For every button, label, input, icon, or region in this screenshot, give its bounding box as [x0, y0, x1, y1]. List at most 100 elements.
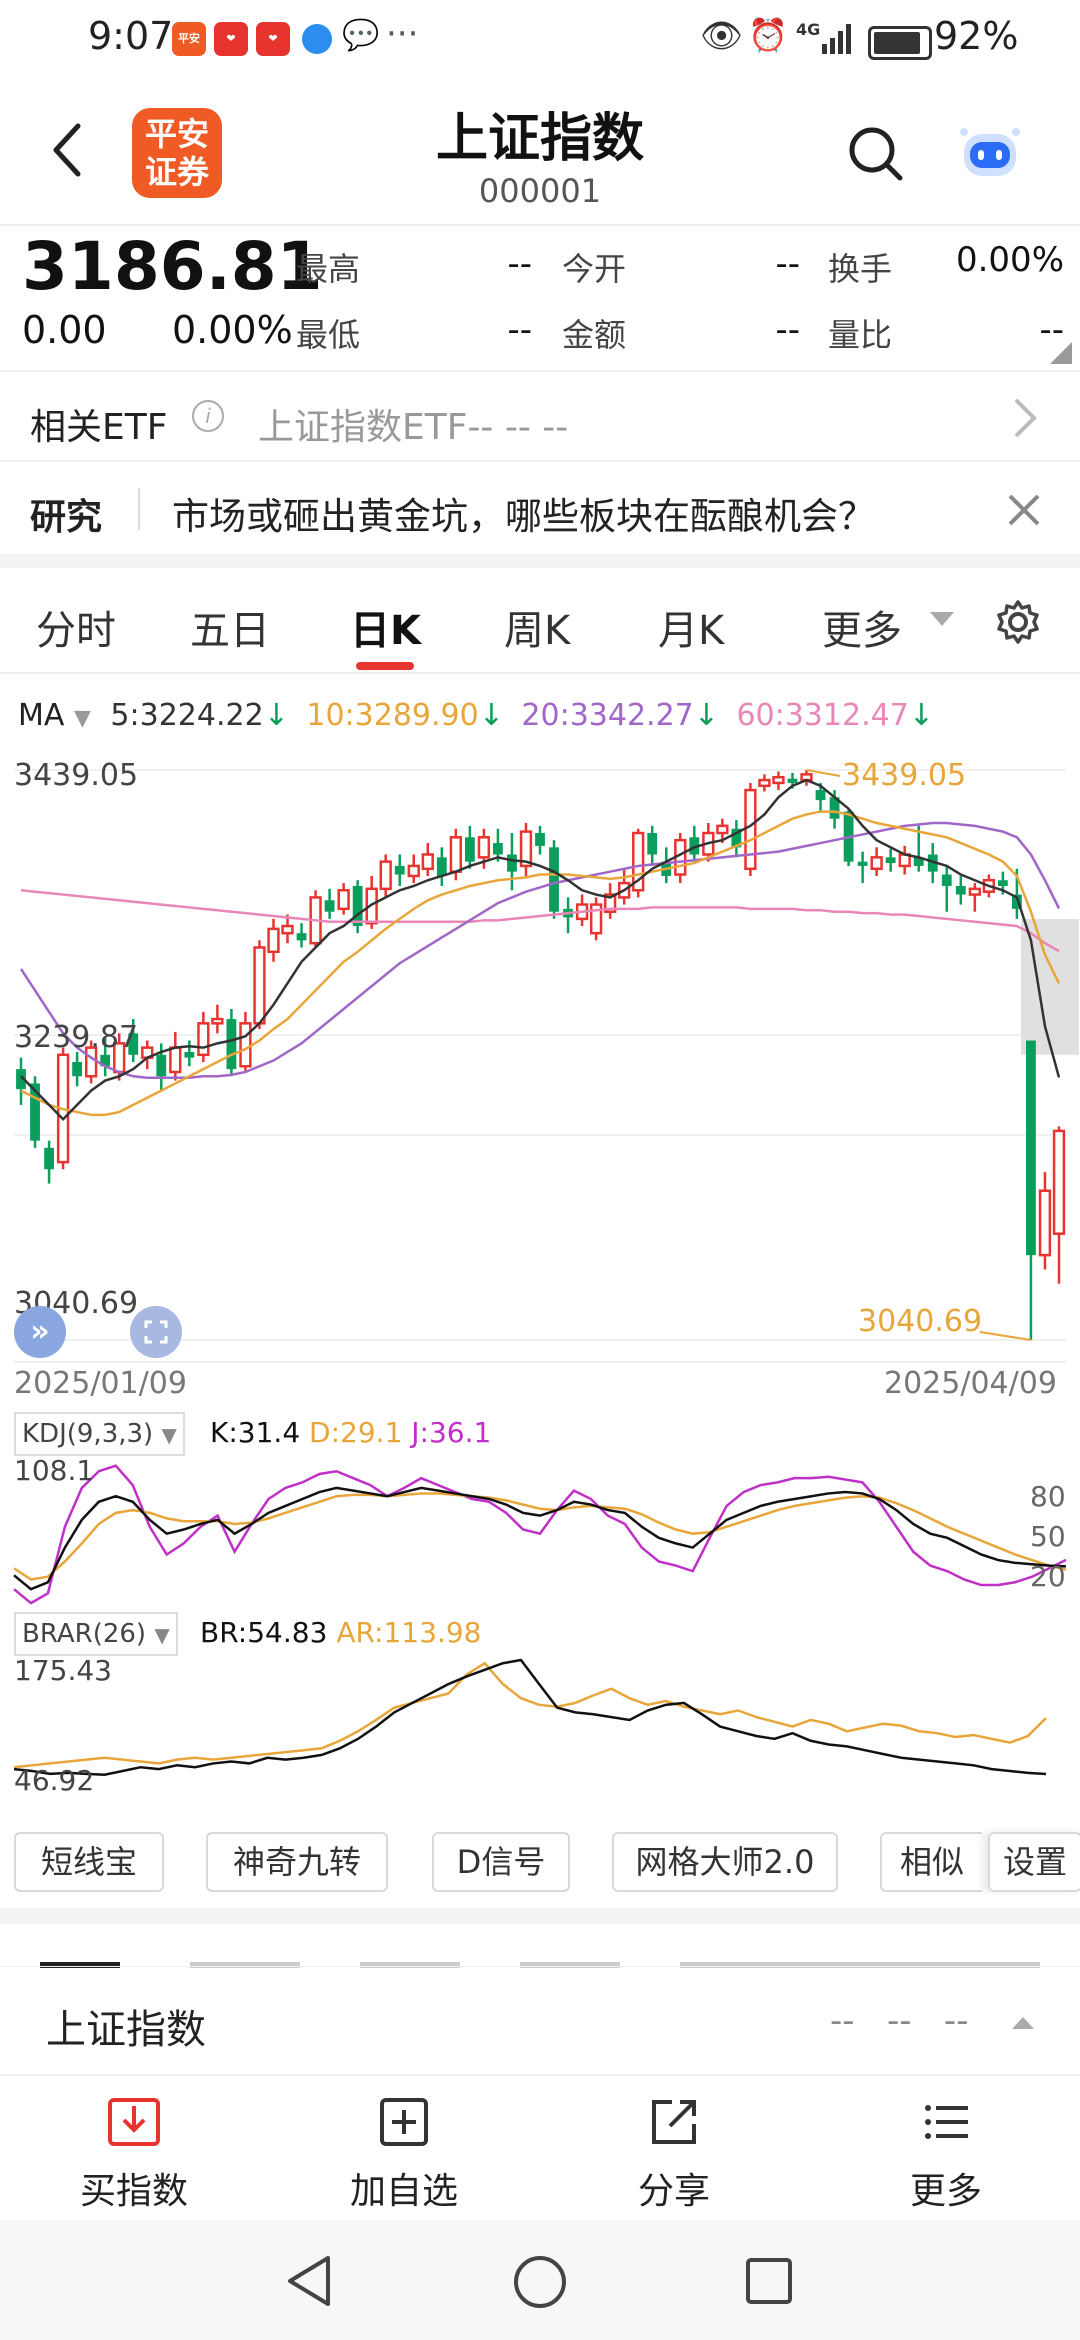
etf-value: 上证指数ETF-- -- -- [258, 407, 569, 448]
y-label-mid: 3239.87 [14, 1020, 139, 1055]
actions-divider [0, 2074, 1080, 2076]
settings-button[interactable]: 设置 [988, 1832, 1080, 1892]
kdj-k-line [13, 1486, 1067, 1591]
plus-box-icon [380, 2098, 428, 2146]
quote-label-high: 最高 [296, 250, 361, 288]
quote-value-amount: -- [775, 310, 800, 350]
tool-grid-master[interactable]: 网格大师2.0 [612, 1832, 838, 1892]
buy-index-button[interactable]: 买指数 [34, 2094, 234, 2214]
candle [281, 924, 294, 935]
eye-icon: 👁 [700, 16, 744, 56]
close-icon[interactable] [1006, 492, 1042, 528]
kdj-level-50: 50 [1030, 1520, 1066, 1553]
kdj-max: 108.1 [14, 1454, 95, 1487]
related-etf-row[interactable]: 相关ETF i 上证指数ETF-- -- -- [0, 372, 1080, 462]
candle [857, 861, 868, 866]
candle [211, 1017, 224, 1025]
wechat-icon: 💬 [342, 18, 380, 53]
candle [603, 893, 617, 913]
search-icon[interactable] [846, 124, 906, 184]
tool-magic-nine[interactable]: 神奇九转 [206, 1832, 388, 1892]
brar-indicator-select[interactable]: BRAR(26) ▼ [14, 1612, 178, 1656]
ma5-value: 5:3224.22 [110, 698, 264, 733]
research-headline[interactable]: 市场或砸出黄金坑，哪些板块在酝酿机会？ [172, 495, 875, 538]
fullscreen-icon[interactable] [130, 1306, 182, 1358]
down-arrow-icon: ↓ [908, 698, 934, 733]
candle [1052, 1129, 1066, 1235]
candle [716, 824, 729, 835]
candle [128, 1033, 139, 1055]
share-label: 分享 [637, 2171, 710, 2212]
tab-intraday[interactable]: 分时 [36, 608, 116, 654]
down-arrow-icon: ↓ [693, 698, 719, 733]
kdj-level-80: 80 [1030, 1480, 1066, 1513]
kdj-j: J:36.1 [411, 1416, 492, 1449]
summary-title: 上证指数 [46, 2007, 206, 2053]
ma60-value: 60:3312.47 [736, 698, 909, 733]
caret-down-icon: ▼ [161, 1423, 177, 1447]
candle [997, 880, 1008, 886]
share-button[interactable]: 分享 [574, 2094, 774, 2214]
kline-chart[interactable] [0, 740, 1080, 1800]
low-marker-label: 3040.69 [858, 1304, 983, 1339]
kdj-label: KDJ(9,3,3) [22, 1419, 154, 1449]
candle [337, 889, 350, 911]
nav-back-icon[interactable] [284, 2254, 334, 2308]
brar-min: 46.92 [14, 1764, 95, 1797]
candle [632, 831, 645, 892]
ma-label[interactable]: MA [18, 698, 65, 733]
expand-corner-icon[interactable] [1050, 342, 1072, 364]
caret-down-icon: ▼ [154, 1623, 170, 1647]
candle [870, 856, 883, 871]
candle [16, 1069, 26, 1090]
ma20-line [19, 821, 1061, 1079]
tab-weekly-k[interactable]: 周K [504, 608, 571, 654]
candle [239, 1022, 252, 1068]
tab-daily-k[interactable]: 日K [350, 608, 421, 654]
robot-icon[interactable] [958, 124, 1022, 184]
nav-home-icon[interactable] [512, 2254, 568, 2310]
tab-monthly-k[interactable]: 月K [658, 608, 725, 654]
period-tabs: 分时 五日 日K 周K 月K 更多 [0, 568, 1080, 672]
fast-forward-icon[interactable]: » [14, 1306, 66, 1358]
caret-up-icon[interactable] [1012, 2015, 1034, 2031]
candle [30, 1083, 40, 1141]
page-title: 上证指数 [435, 109, 644, 169]
quote-label-amount: 金额 [562, 316, 627, 354]
candle [156, 1054, 167, 1077]
index-summary-bar[interactable]: 上证指数 -- -- -- [0, 1966, 1080, 2077]
brar-label: BRAR(26) [22, 1619, 147, 1649]
candle [589, 903, 603, 935]
hidden-news-tabs [40, 1948, 1040, 1968]
tool-d-signal[interactable]: D信号 [432, 1832, 570, 1892]
kdj-d: D:29.1 [309, 1416, 403, 1449]
date-start: 2025/01/09 [14, 1366, 187, 1401]
kdj-d-line [13, 1492, 1067, 1581]
tab-five-day[interactable]: 五日 [190, 608, 270, 654]
candle [829, 797, 840, 819]
candle [226, 1019, 237, 1070]
tab-more[interactable]: 更多 [822, 608, 902, 654]
ma60-line [20, 889, 1060, 953]
candle [647, 833, 658, 855]
more-button[interactable]: 更多 [846, 2094, 1046, 2214]
battery-percent: 92% [934, 14, 1019, 58]
tool-similar[interactable]: 相似 [880, 1832, 982, 1892]
candle [787, 778, 798, 783]
research-banner[interactable]: 研究 市场或砸出黄金坑，哪些板块在酝酿机会？ [0, 462, 1080, 554]
kdj-indicator-select[interactable]: KDJ(9,3,3) ▼ [14, 1412, 185, 1456]
candle [100, 1054, 111, 1067]
nav-recents-icon[interactable] [744, 2256, 794, 2306]
caret-down-icon[interactable] [930, 612, 954, 628]
quote-value-open: -- [775, 244, 800, 284]
candle [352, 885, 363, 927]
etf-divider [0, 370, 1080, 372]
add-watchlist-button[interactable]: 加自选 [304, 2094, 504, 2214]
info-icon[interactable]: i [192, 400, 224, 432]
quote-value-high: -- [507, 244, 532, 284]
ma5-line [20, 778, 1061, 1121]
tool-short-term[interactable]: 短线宝 [14, 1832, 164, 1892]
chevron-left-icon[interactable] [46, 120, 86, 180]
ma-caret-icon[interactable]: ▼ [73, 706, 91, 731]
gear-icon[interactable] [994, 598, 1042, 646]
